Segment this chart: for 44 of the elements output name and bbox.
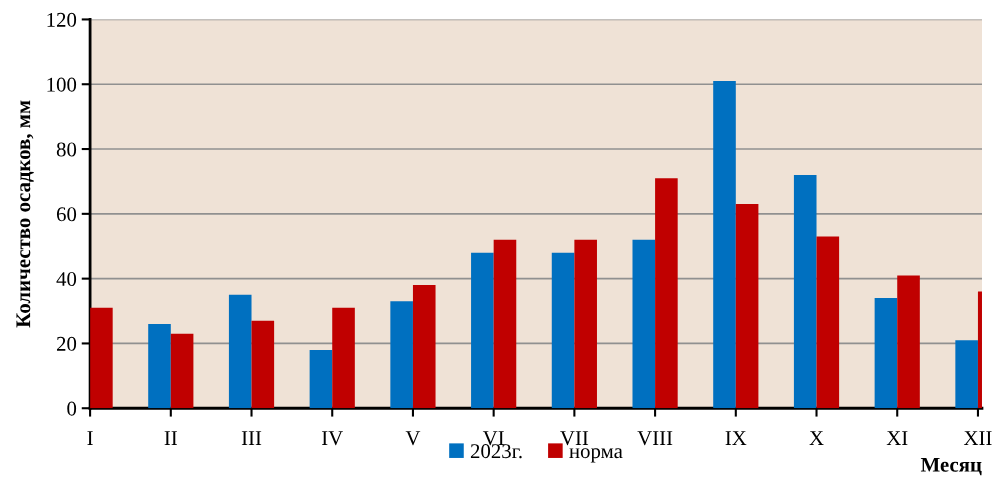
bar <box>148 324 171 409</box>
x-tick-label: IV <box>321 431 343 446</box>
y-tick-label: 120 <box>47 12 77 27</box>
bar <box>874 298 898 409</box>
bar <box>332 307 355 409</box>
x-tick-label: V <box>405 431 421 446</box>
bar <box>574 239 597 409</box>
bar <box>471 252 494 409</box>
bar <box>90 307 113 409</box>
y-tick-label: 40 <box>56 272 77 287</box>
y-tick-label: 20 <box>56 336 77 351</box>
bar <box>735 204 759 409</box>
x-axis-title: Месяц <box>920 457 982 476</box>
x-tick-label: III <box>241 431 262 445</box>
x-tick-label: VII <box>560 431 589 446</box>
bar <box>551 252 575 409</box>
legend-label: 2023г. <box>470 444 522 459</box>
bar <box>493 239 517 409</box>
x-tick-label: XII <box>963 431 992 445</box>
bar <box>816 236 840 409</box>
bar <box>309 349 333 409</box>
bar <box>412 285 436 409</box>
x-tick-label: VI <box>482 431 504 446</box>
x-tick-label: VIII <box>637 431 673 446</box>
bar <box>793 174 817 409</box>
x-tick-label: II <box>164 431 178 445</box>
x-tick-label: X <box>809 431 824 445</box>
bar <box>390 301 413 409</box>
y-tick-label: 0 <box>67 401 77 416</box>
bar <box>251 320 275 409</box>
bar <box>655 178 678 409</box>
y-tick-label: 100 <box>47 77 77 92</box>
x-tick-label: XI <box>886 431 908 445</box>
y-tick-label: 60 <box>56 207 77 222</box>
bar <box>713 81 736 409</box>
bar <box>228 294 252 409</box>
y-tick-label: 80 <box>56 142 77 157</box>
bar <box>897 275 920 409</box>
x-tick-label: IX <box>725 431 747 445</box>
bar <box>632 239 656 409</box>
bar <box>170 333 194 409</box>
legend-label: норма <box>569 448 623 463</box>
y-axis-title: Количество осадков, мм <box>16 100 34 328</box>
x-tick-label: I <box>87 431 93 445</box>
